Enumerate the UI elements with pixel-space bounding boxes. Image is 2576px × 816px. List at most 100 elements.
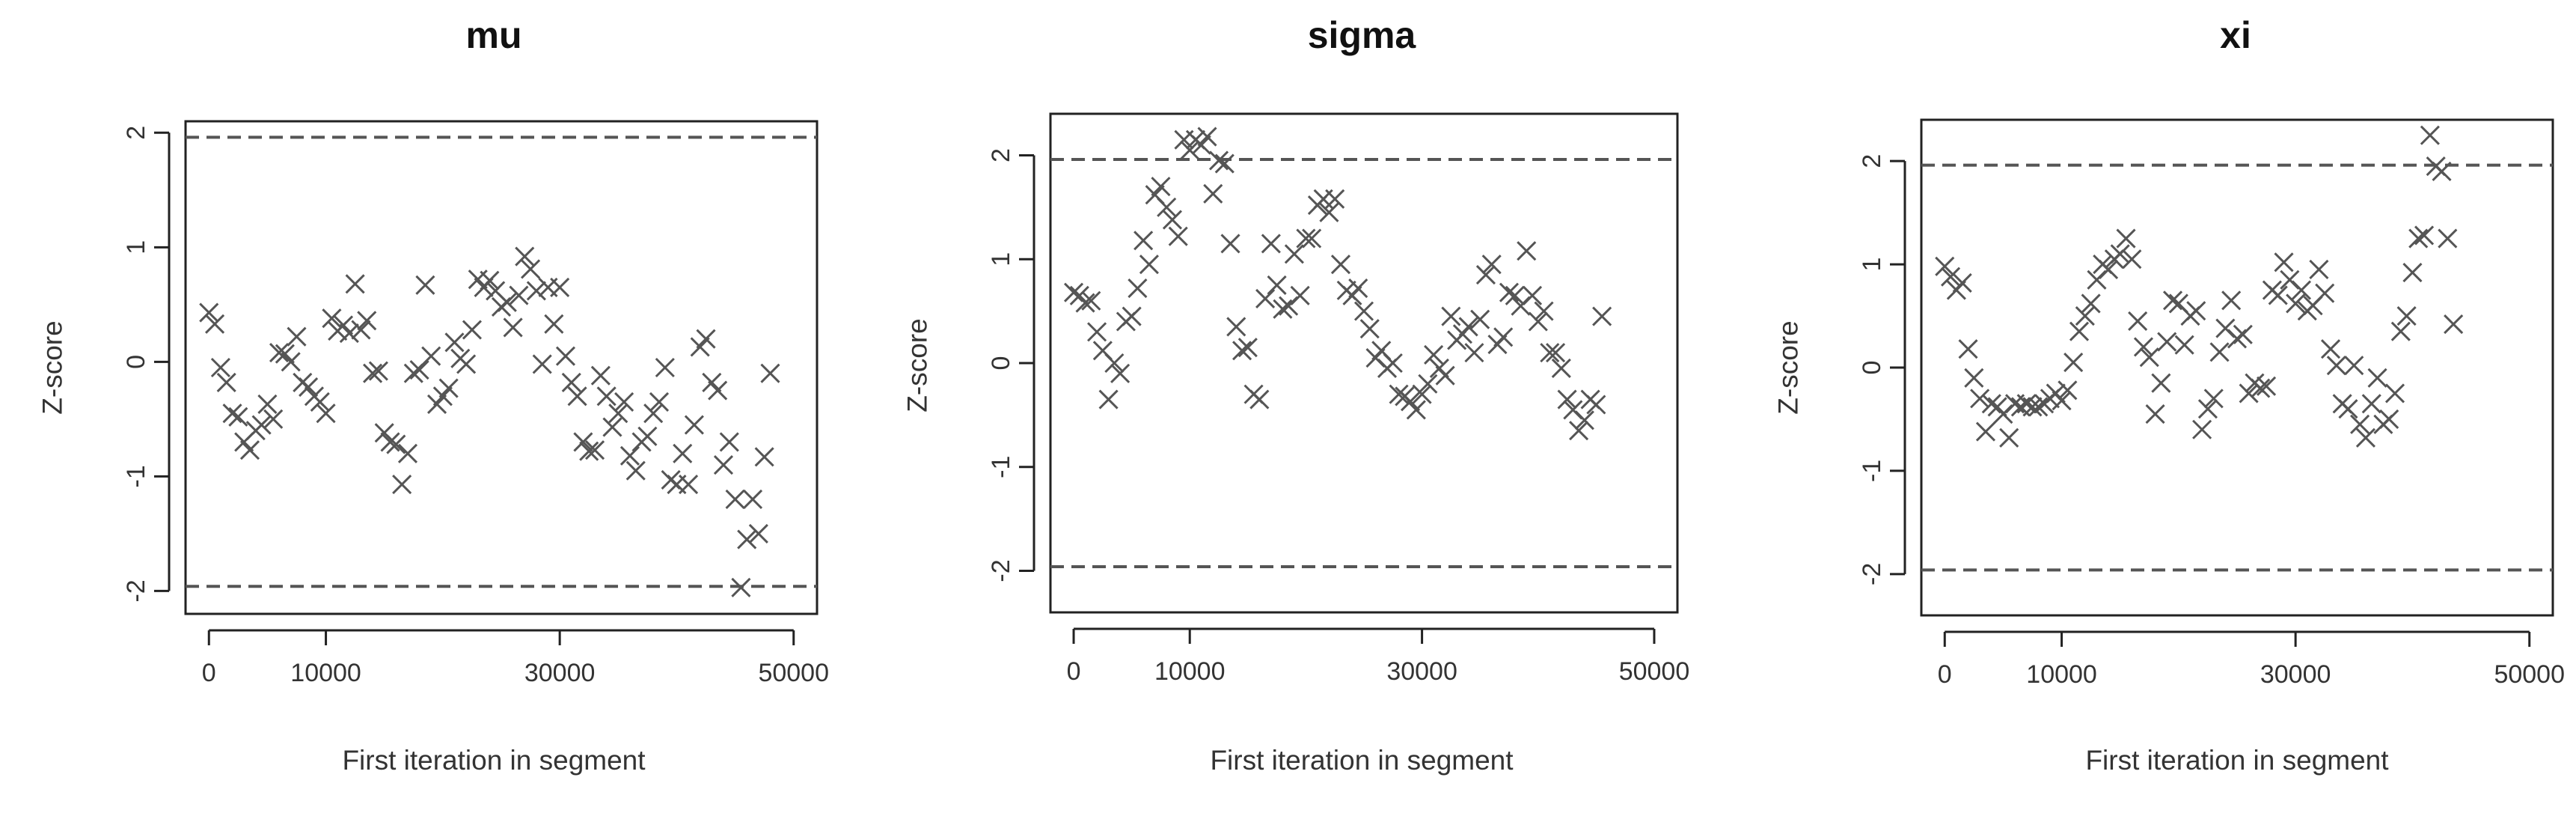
data-point xyxy=(713,455,734,475)
y-tick-label: -2 xyxy=(987,559,1015,582)
data-point xyxy=(1389,384,1409,404)
data-point xyxy=(432,386,453,407)
data-point xyxy=(2291,280,2312,300)
data-point xyxy=(655,357,675,378)
chart-title: sigma xyxy=(1308,14,1417,56)
data-point xyxy=(1551,358,1571,378)
data-point xyxy=(1586,395,1606,415)
data-point xyxy=(1353,301,1374,321)
data-point xyxy=(1180,140,1200,160)
data-point xyxy=(2309,259,2329,280)
data-point xyxy=(1290,285,1310,305)
chart-panel-sigma: 0 10000 30000 50000 -2 -1 0 1 2 sigma First iterat… xyxy=(902,14,1690,776)
data-point xyxy=(1475,265,1496,285)
data-point xyxy=(1557,389,1577,409)
data-point xyxy=(2408,228,2429,249)
data-point xyxy=(1424,344,1444,365)
x-axis-label: First iteration in segment xyxy=(2085,745,2389,776)
data-point xyxy=(1418,374,1438,394)
data-point xyxy=(1970,389,1990,409)
data-point xyxy=(2116,228,2136,249)
y-tick-label: -1 xyxy=(987,456,1015,478)
data-point xyxy=(2128,311,2148,331)
y-tick-label: 0 xyxy=(987,356,1015,371)
data-point xyxy=(2344,356,2364,376)
data-point xyxy=(2257,376,2277,396)
data-point xyxy=(1249,389,1270,409)
y-tick-label: -1 xyxy=(122,465,150,487)
data-point xyxy=(222,404,242,424)
chart-panel-xi: 0 10000 30000 50000 -2 -1 0 1 2 xi First iteration… xyxy=(1773,14,2566,776)
data-point xyxy=(526,281,546,301)
data-point xyxy=(351,320,371,340)
data-point xyxy=(1319,202,1339,222)
data-point xyxy=(1941,267,1961,287)
data-point xyxy=(1517,241,1537,261)
data-point xyxy=(1470,309,1490,329)
data-point xyxy=(2286,293,2306,314)
data-point xyxy=(251,415,272,435)
data-point xyxy=(1157,197,1177,217)
data-point xyxy=(1191,135,1211,155)
data-point xyxy=(2274,252,2294,272)
y-tick-label: -2 xyxy=(1858,563,1886,585)
data-point xyxy=(719,432,739,452)
data-point xyxy=(339,323,359,344)
data-point xyxy=(316,404,336,424)
data-point xyxy=(462,320,482,340)
data-point xyxy=(368,361,388,381)
data-point xyxy=(1261,234,1281,254)
x-tick-label: 0 xyxy=(1938,660,1952,689)
plot-frame xyxy=(1920,118,2554,617)
data-point xyxy=(1162,210,1183,230)
y-axis-label: Z-score xyxy=(902,318,933,412)
x-axis-label: First iteration in segment xyxy=(1210,745,1514,776)
data-point xyxy=(521,259,541,279)
data-point xyxy=(2414,225,2435,246)
y-tick-label: 2 xyxy=(122,126,150,140)
data-point xyxy=(573,432,593,452)
data-point xyxy=(299,377,319,398)
data-point xyxy=(1151,177,1171,197)
data-point xyxy=(1534,301,1554,321)
data-point xyxy=(544,314,564,334)
x-tick-label: 10000 xyxy=(1154,657,1226,686)
data-point xyxy=(1232,341,1252,361)
data-point xyxy=(1401,392,1421,412)
data-point xyxy=(2432,161,2452,182)
data-point xyxy=(2402,263,2423,283)
data-point xyxy=(333,315,354,335)
data-point xyxy=(2157,332,2177,352)
data-point xyxy=(673,443,693,463)
data-point xyxy=(731,577,751,597)
data-point xyxy=(590,365,611,386)
data-point xyxy=(2203,389,2224,409)
data-point xyxy=(287,326,307,347)
y-axis-label: Z-score xyxy=(1773,320,1804,414)
data-point xyxy=(1412,384,1432,404)
data-point xyxy=(2122,249,2142,270)
data-point xyxy=(579,441,599,461)
data-point xyxy=(2016,394,2037,414)
data-point xyxy=(2227,329,2248,349)
data-point xyxy=(1168,226,1188,246)
data-point xyxy=(1499,282,1520,302)
data-point xyxy=(1139,255,1159,275)
data-point xyxy=(456,354,477,374)
data-point xyxy=(403,363,423,383)
chart-title: mu xyxy=(466,14,522,56)
y-tick-label: 1 xyxy=(987,252,1015,267)
data-point xyxy=(2239,383,2259,404)
data-point xyxy=(415,275,435,295)
y-tick-label: -2 xyxy=(122,579,150,602)
data-point xyxy=(1325,189,1345,209)
data-point xyxy=(2151,373,2171,393)
data-point xyxy=(1075,293,1095,313)
data-point xyxy=(1226,317,1246,337)
data-point xyxy=(1493,327,1514,347)
data-point xyxy=(708,380,728,401)
data-point xyxy=(725,489,745,510)
y-tick-label: 0 xyxy=(122,355,150,369)
data-point xyxy=(386,434,406,454)
data-point xyxy=(1296,228,1316,249)
